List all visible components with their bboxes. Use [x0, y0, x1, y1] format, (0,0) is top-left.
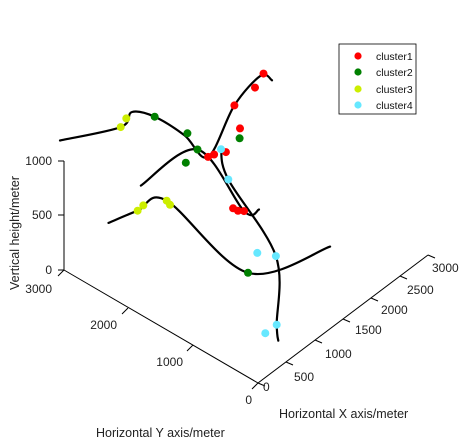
data-point-cluster2	[193, 145, 202, 154]
x-tick-mark	[285, 361, 294, 366]
y-tick-mark	[186, 344, 194, 352]
legend-marker-cluster4	[354, 101, 362, 109]
legend-marker-cluster1	[354, 52, 362, 60]
z-tick-label: 500	[32, 208, 52, 222]
x-tick-label: 500	[294, 370, 314, 384]
y-axis-line	[63, 269, 259, 384]
x-tick-label: 0	[263, 380, 270, 394]
y-tick-label: 0	[245, 393, 252, 407]
x-tick-label: 2000	[381, 303, 408, 317]
x-tick-mark	[342, 318, 351, 323]
x-tick-label: 3000	[432, 261, 459, 275]
legend-box	[338, 43, 417, 115]
x-tick-label: 1000	[325, 347, 352, 361]
y-tick-label: 3000	[25, 282, 52, 296]
trajectory-line	[58, 73, 274, 159]
data-point-cluster3	[166, 200, 174, 209]
x-tick-label: 1500	[355, 323, 382, 337]
data-point-cluster1	[240, 207, 248, 216]
y-tick-mark	[251, 382, 259, 390]
x-tick-mark	[370, 297, 379, 302]
y-tick-label: 1000	[156, 355, 183, 369]
data-point-cluster1	[251, 83, 259, 92]
legend-label-cluster3: cluster3	[376, 84, 413, 96]
x-ticks: 0 500 1000 1500 2000 2500 3000	[257, 254, 459, 394]
x-tick-mark	[314, 339, 323, 344]
data-point-cluster3	[116, 123, 125, 132]
y-axis-title: Horizontal Y axis/meter	[96, 426, 225, 440]
data-point-cluster4	[261, 329, 270, 338]
trajectory-layer	[58, 73, 332, 342]
y-tick-mark	[121, 307, 129, 315]
legend-marker-cluster2	[354, 68, 362, 76]
y-tick-mark	[57, 269, 65, 277]
data-point-cluster1	[236, 124, 244, 133]
x-axis-title: Horizontal X axis/meter	[279, 407, 408, 421]
data-point-cluster4	[253, 248, 262, 257]
data-point-cluster3	[139, 201, 148, 210]
data-point-cluster2	[183, 129, 192, 138]
data-point-cluster1	[210, 150, 219, 159]
data-point-cluster1	[204, 152, 213, 161]
legend: cluster1 cluster2 cluster3 cluster4	[338, 43, 417, 115]
point-layer	[116, 69, 281, 338]
data-point-cluster2	[181, 158, 190, 167]
data-point-cluster4	[272, 320, 281, 329]
data-point-cluster2	[150, 112, 159, 121]
data-point-cluster4	[217, 145, 225, 154]
data-point-cluster3	[122, 114, 131, 123]
z-tick-label: 0	[45, 263, 52, 277]
x-tick-mark	[427, 254, 436, 259]
y-ticks: 3000 2000 1000 0	[25, 269, 259, 407]
data-point-cluster2	[244, 268, 252, 277]
data-point-cluster4	[224, 175, 233, 184]
z-tick-label: 1000	[25, 154, 52, 168]
x-tick-label: 2500	[407, 283, 434, 297]
data-point-cluster2	[235, 134, 244, 143]
data-point-cluster4	[271, 252, 280, 261]
x-tick-mark	[399, 275, 408, 280]
z-axis-title: Vertical height/meter	[8, 176, 22, 290]
data-point-cluster1	[259, 69, 268, 78]
trajectory-line	[139, 148, 261, 217]
legend-label-cluster4: cluster4	[376, 100, 413, 112]
x-tick-mark	[257, 382, 266, 387]
legend-label-cluster1: cluster1	[376, 51, 413, 63]
data-point-cluster3	[133, 206, 142, 215]
data-point-cluster1	[230, 101, 239, 110]
legend-marker-cluster3	[354, 85, 362, 93]
y-tick-label: 2000	[90, 318, 117, 332]
z-ticks: 1000 500 0	[25, 154, 64, 277]
legend-label-cluster2: cluster2	[376, 67, 413, 79]
data-point-cluster1	[234, 206, 242, 215]
